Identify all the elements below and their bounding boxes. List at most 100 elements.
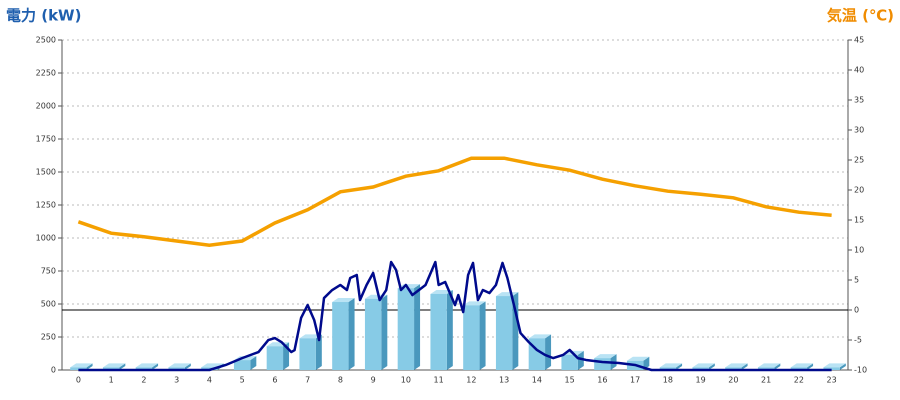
bar: [70, 367, 87, 370]
x-tick-label: 4: [207, 376, 212, 385]
bar-side: [152, 363, 159, 370]
bar-side: [807, 363, 814, 370]
bar-side: [839, 363, 846, 370]
x-tick-label: 2: [141, 376, 146, 385]
bar: [266, 346, 284, 370]
bar-top: [790, 363, 814, 368]
bar: [299, 338, 316, 370]
bar: [364, 298, 382, 370]
bar-top: [299, 334, 322, 339]
bar-side: [315, 334, 322, 370]
bar: [561, 354, 578, 370]
y-axis-title: 電力 (kW): [6, 7, 81, 25]
x-tick-label: 20: [728, 376, 738, 385]
y2-tick-label: 5: [854, 276, 859, 285]
bar-top: [70, 363, 93, 368]
x-tick-label: 10: [401, 376, 411, 385]
x-tick-label: 7: [305, 376, 310, 385]
bar-side: [479, 301, 486, 370]
bar-side: [577, 350, 584, 370]
x-tick-label: 19: [696, 376, 706, 385]
bar-top: [823, 363, 846, 368]
y-tick-label: 750: [41, 267, 56, 276]
bar: [397, 288, 415, 370]
bar-side: [741, 363, 748, 370]
bar-top: [528, 334, 552, 339]
y2-tick-label: 40: [854, 66, 864, 75]
bar-side: [184, 363, 191, 370]
bar-side: [348, 298, 355, 370]
x-tick-label: 14: [532, 376, 542, 385]
y2-tick-label: -10: [854, 366, 867, 375]
bar: [233, 360, 251, 370]
y2-tick-label: 30: [854, 126, 864, 135]
y-tick-label: 2500: [36, 36, 56, 45]
bar-top: [757, 363, 781, 368]
y2-tick-label: 15: [854, 216, 864, 225]
x-tick-label: 9: [371, 376, 376, 385]
y2-tick-label: 20: [854, 186, 864, 195]
bar-top: [659, 363, 683, 368]
x-tick-label: 15: [565, 376, 575, 385]
y-tick-label: 1250: [36, 201, 56, 210]
y-tick-label: 2000: [36, 102, 56, 111]
y2-tick-label: -5: [854, 336, 862, 345]
bar-side: [774, 363, 781, 370]
y2-tick-label: 35: [854, 96, 864, 105]
x-tick-label: 0: [76, 376, 81, 385]
x-tick-label: 3: [174, 376, 179, 385]
x-tick-label: 12: [466, 376, 476, 385]
bar-side: [86, 363, 93, 370]
x-tick-label: 16: [597, 376, 607, 385]
bar-side: [512, 292, 519, 370]
y2-axis-title: 気温 (℃): [827, 7, 894, 25]
y2-tick-label: 10: [854, 246, 864, 255]
power-line: [78, 260, 832, 372]
x-tick-label: 22: [794, 376, 804, 385]
bar: [332, 302, 349, 370]
x-tick-label: 13: [499, 376, 509, 385]
bar: [135, 367, 153, 370]
x-tick-label: 18: [663, 376, 673, 385]
y-tick-label: 2250: [36, 69, 56, 78]
x-tick-label: 11: [434, 376, 444, 385]
x-tick-label: 5: [240, 376, 245, 385]
bar: [757, 367, 775, 370]
bar-side: [676, 363, 683, 370]
bar: [430, 293, 447, 370]
bar-top: [626, 356, 650, 361]
bar-top: [692, 363, 715, 368]
bar-top: [594, 354, 617, 359]
bar-side: [119, 363, 126, 370]
bar-side: [250, 356, 257, 370]
y-tick-label: 250: [41, 333, 56, 342]
y2-tick-label: 25: [854, 156, 864, 165]
bar-top: [430, 289, 453, 294]
bar: [659, 367, 677, 370]
bar-top: [725, 363, 748, 368]
bar-top: [168, 363, 191, 368]
bar-top: [463, 301, 486, 306]
bar: [692, 367, 709, 370]
bar: [790, 367, 808, 370]
bar-side: [446, 289, 453, 370]
bar-top: [332, 298, 355, 303]
bar-top: [102, 363, 126, 368]
bar: [725, 367, 742, 370]
bar-top: [135, 363, 159, 368]
y-tick-label: 0: [51, 366, 56, 375]
bar-side: [708, 363, 715, 370]
x-tick-label: 17: [630, 376, 640, 385]
bar: [168, 367, 185, 370]
x-tick-label: 8: [338, 376, 343, 385]
y-tick-label: 500: [41, 300, 56, 309]
bar: [495, 296, 513, 370]
bar-side: [414, 284, 421, 370]
y-tick-label: 1500: [36, 168, 56, 177]
y2-tick-label: 45: [854, 36, 864, 45]
y-tick-label: 1750: [36, 135, 56, 144]
bar: [594, 358, 611, 370]
bar: [463, 305, 480, 370]
x-tick-label: 23: [827, 376, 837, 385]
